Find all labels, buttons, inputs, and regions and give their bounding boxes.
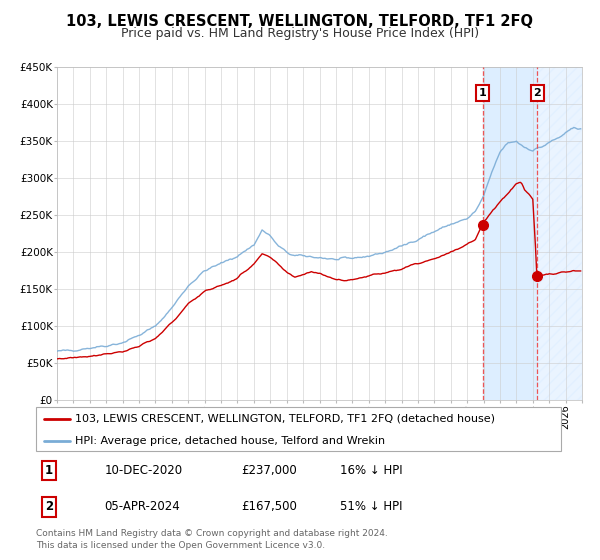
Text: 103, LEWIS CRESCENT, WELLINGTON, TELFORD, TF1 2FQ (detached house): 103, LEWIS CRESCENT, WELLINGTON, TELFORD… — [76, 414, 496, 424]
Text: HPI: Average price, detached house, Telford and Wrekin: HPI: Average price, detached house, Telf… — [76, 436, 386, 446]
Text: 2: 2 — [533, 88, 541, 98]
Text: 103, LEWIS CRESCENT, WELLINGTON, TELFORD, TF1 2FQ: 103, LEWIS CRESCENT, WELLINGTON, TELFORD… — [67, 14, 533, 29]
Text: 16% ↓ HPI: 16% ↓ HPI — [341, 464, 403, 477]
Bar — [537, 67, 582, 400]
Text: 1: 1 — [45, 464, 53, 477]
Text: Contains HM Land Registry data © Crown copyright and database right 2024.
This d: Contains HM Land Registry data © Crown c… — [36, 529, 388, 550]
Text: Price paid vs. HM Land Registry's House Price Index (HPI): Price paid vs. HM Land Registry's House … — [121, 27, 479, 40]
Text: 05-APR-2024: 05-APR-2024 — [104, 500, 180, 514]
Text: 51% ↓ HPI: 51% ↓ HPI — [341, 500, 403, 514]
Text: £167,500: £167,500 — [241, 500, 296, 514]
Text: 10-DEC-2020: 10-DEC-2020 — [104, 464, 182, 477]
Text: 1: 1 — [479, 88, 487, 98]
Bar — [482, 67, 537, 400]
Text: £237,000: £237,000 — [241, 464, 296, 477]
Text: 2: 2 — [45, 500, 53, 514]
